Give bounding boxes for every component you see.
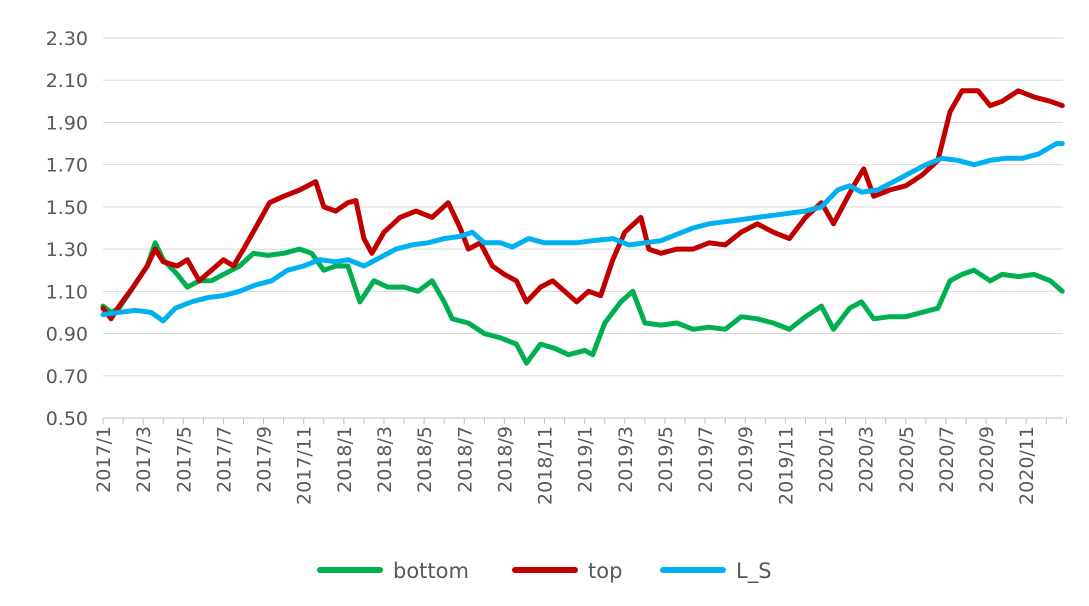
x-tick-label: 2020/7 (936, 426, 958, 493)
legend-label-l_s: L_S (736, 559, 772, 584)
x-tick-label: 2017/9 (254, 426, 276, 493)
gridlines (103, 37, 1063, 377)
x-axis: 2017/1 2017/3 2017/5 2017/7 2017/9 2017/11 201… (93, 417, 1067, 505)
series-line-bottom (100, 240, 1065, 366)
x-tick-label: 2020/9 (976, 426, 998, 493)
x-tick-label: 2018/1 (334, 426, 356, 493)
x-tick-label: 2018/3 (374, 426, 396, 493)
x-tick-label: 2017/3 (133, 426, 155, 493)
x-tick-label: 2020/5 (896, 426, 918, 493)
x-tick-label: 2018/9 (494, 426, 516, 493)
x-tick-label: 2017/5 (173, 426, 195, 493)
x-tick-label: 2020/1 (816, 426, 838, 493)
y-tick-label: 1.50 (46, 197, 88, 219)
legend-label-top: top (588, 559, 622, 583)
x-tick-label: 2017/11 (294, 426, 316, 505)
legend-label-bottom: bottom (393, 559, 469, 583)
legend: bottom top L_S (317, 559, 772, 584)
y-tick-label: 2.10 (46, 70, 88, 92)
x-tick-label: 2018/5 (414, 426, 436, 493)
x-tick-label: 2017/7 (213, 426, 235, 493)
series-line-l_s (100, 141, 1065, 324)
x-tick-label: 2019/7 (695, 426, 717, 493)
x-tick-label: 2018/7 (454, 426, 476, 493)
y-axis-ticks: 0.50 0.70 0.90 1.10 1.30 1.50 1.70 1.90 2.10 2.30 (46, 28, 88, 430)
x-tick-label: 2017/1 (93, 426, 115, 493)
x-tick-label: 2020/11 (1016, 426, 1038, 505)
y-tick-label: 0.50 (46, 408, 88, 430)
x-tick-label: 2019/9 (735, 426, 757, 493)
series-line-top (100, 88, 1065, 322)
x-tick-label: 2020/3 (856, 426, 878, 493)
y-tick-label: 1.30 (46, 239, 88, 261)
y-tick-label: 1.70 (46, 155, 88, 177)
x-tick-label: 2019/1 (575, 426, 597, 493)
x-tick-label: 2018/11 (535, 426, 557, 505)
y-tick-label: 1.10 (46, 281, 88, 303)
y-tick-label: 1.90 (46, 112, 88, 134)
x-tick-label: 2019/5 (655, 426, 677, 493)
y-tick-label: 2.30 (46, 28, 88, 50)
y-tick-label: 0.90 (46, 324, 88, 346)
x-tick-label: 2019/11 (775, 426, 797, 505)
y-tick-label: 0.70 (46, 366, 88, 388)
x-tick-label: 2019/3 (615, 426, 637, 493)
series-lines (100, 88, 1065, 366)
